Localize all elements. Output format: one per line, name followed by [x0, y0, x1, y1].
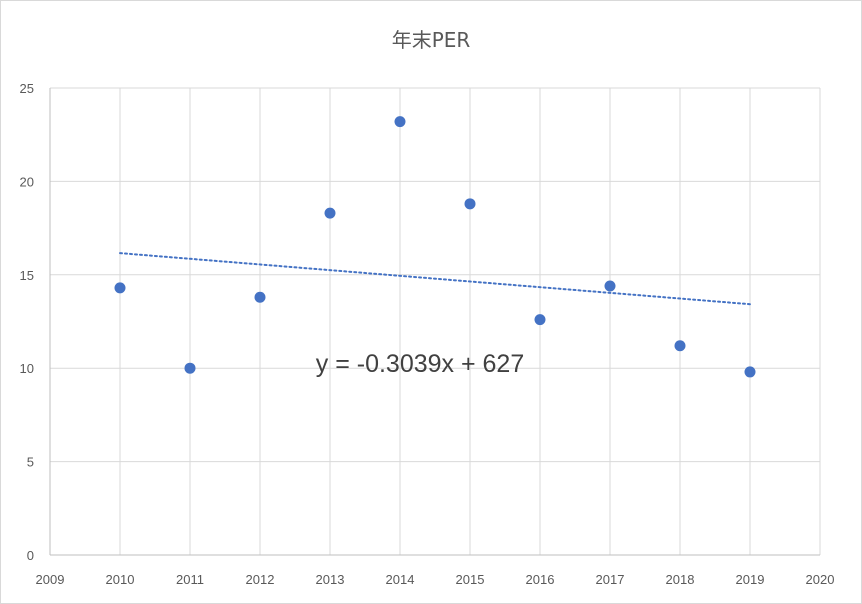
- x-tick-label: 2012: [246, 572, 275, 587]
- chart-title: 年末PER: [392, 28, 471, 52]
- y-tick-label: 15: [20, 268, 34, 283]
- x-tick-label: 2016: [526, 572, 555, 587]
- data-point: [254, 291, 266, 303]
- data-point: [184, 362, 196, 374]
- axes: 0 5 10 15 20 25 2009 2010 2011 2012 2013 2014 2015 20…: [20, 81, 835, 587]
- data-point: [604, 280, 616, 292]
- gridlines: [50, 87, 821, 555]
- data-point: [744, 366, 756, 378]
- y-tick-label: 20: [20, 174, 34, 189]
- data-point: [534, 314, 546, 326]
- x-tick-label: 2015: [456, 572, 485, 587]
- data-point: [324, 207, 336, 219]
- x-tick-label: 2009: [36, 572, 65, 587]
- y-tick-label: 5: [27, 455, 34, 470]
- x-tick-label: 2018: [666, 572, 695, 587]
- trendline: [119, 252, 751, 306]
- x-tick-label: 2010: [106, 572, 135, 587]
- data-point: [464, 198, 476, 210]
- x-tick-label: 2014: [386, 572, 415, 587]
- y-tick-label: 10: [20, 361, 34, 376]
- data-point: [114, 282, 126, 294]
- trendline-group: [119, 252, 751, 306]
- x-tick-label: 2013: [316, 572, 345, 587]
- y-tick-label: 0: [27, 548, 34, 563]
- x-tick-label: 2017: [596, 572, 625, 587]
- trendline-equation: y = -0.3039x + 627: [316, 350, 524, 378]
- x-tick-label: 2020: [806, 572, 835, 587]
- data-points: [114, 116, 756, 378]
- data-point: [674, 340, 686, 352]
- data-point: [394, 116, 406, 128]
- x-tick-label: 2011: [176, 572, 204, 587]
- x-tick-label: 2019: [736, 572, 765, 587]
- y-tick-label: 25: [20, 81, 34, 96]
